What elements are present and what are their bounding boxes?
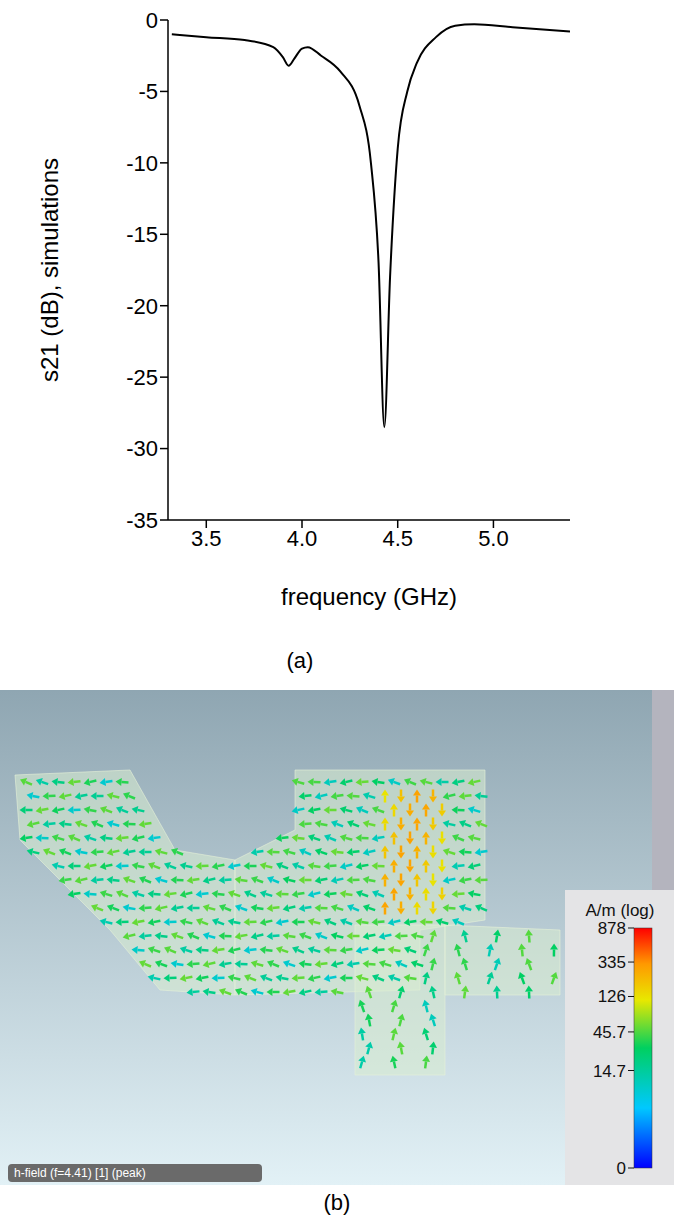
svg-text:5.0: 5.0 bbox=[478, 526, 509, 551]
svg-text:-10: -10 bbox=[126, 151, 158, 176]
svg-text:-30: -30 bbox=[126, 436, 158, 461]
svg-text:-35: -35 bbox=[126, 508, 158, 533]
svg-text:A/m (log): A/m (log) bbox=[586, 901, 655, 920]
svg-text:0: 0 bbox=[146, 8, 158, 33]
svg-text:45.7: 45.7 bbox=[593, 1023, 626, 1042]
svg-text:14.7: 14.7 bbox=[593, 1062, 626, 1081]
svg-text:-20: -20 bbox=[126, 294, 158, 319]
svg-text:-15: -15 bbox=[126, 222, 158, 247]
svg-text:335: 335 bbox=[598, 953, 626, 972]
html-text:(b): (b) bbox=[323, 1190, 351, 1215]
svg-text:h-field (f=4.41) [1] (peak): h-field (f=4.41) [1] (peak) bbox=[14, 1166, 146, 1180]
svg-text:frequency (GHz): frequency (GHz) bbox=[281, 583, 457, 610]
svg-text:-5: -5 bbox=[138, 79, 158, 104]
svg-text:4.0: 4.0 bbox=[287, 526, 318, 551]
html-text:(a): (a) bbox=[286, 648, 314, 673]
svg-text:0: 0 bbox=[617, 1159, 626, 1178]
svg-text:4.5: 4.5 bbox=[382, 526, 413, 551]
svg-text:126: 126 bbox=[598, 987, 626, 1006]
html-text:s21 (dB), simulations: s21 (dB), simulations bbox=[36, 158, 63, 382]
svg-text:3.5: 3.5 bbox=[191, 526, 222, 551]
svg-text:-25: -25 bbox=[126, 365, 158, 390]
svg-text:878: 878 bbox=[598, 919, 626, 938]
